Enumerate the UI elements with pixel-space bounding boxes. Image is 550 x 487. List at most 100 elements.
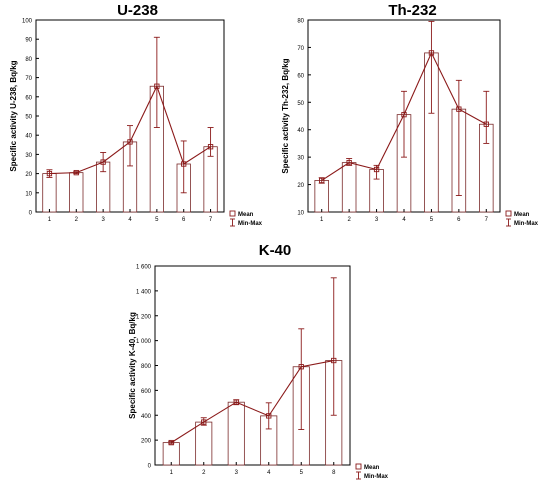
y-tick-label: 200	[141, 439, 152, 445]
y-tick-label: 80	[297, 19, 304, 25]
mean-point	[331, 357, 337, 364]
y-tick-label: 1 000	[136, 339, 152, 345]
y-tick-label: 40	[297, 128, 304, 134]
k40-chart: 0 200 400 600 800 1 000 1 200 1 400 1 600 Specifi…	[128, 265, 389, 481]
x-tick-label: 7	[485, 217, 489, 223]
legend-mean-swatch	[505, 210, 512, 217]
legend-minmax-label: Min-Max	[514, 221, 539, 227]
y-tick-label: 1 200	[136, 314, 152, 320]
x-tick-label: 2	[347, 217, 351, 223]
x-tick-label: 4	[128, 217, 132, 223]
y-tick-label: 60	[297, 73, 304, 79]
y-tick-label: 50	[297, 101, 304, 107]
x-tick-label: 2	[75, 217, 79, 223]
x-tick-label: 6	[457, 217, 461, 223]
x-tick-label: 1	[170, 470, 174, 476]
mean-line	[321, 51, 487, 181]
u238-chart: 0 10 20 30 40 50 60 70 80 90 100 Specific activity …	[9, 19, 263, 228]
mean-point	[266, 413, 272, 419]
x-tick-label: 1	[320, 217, 324, 223]
bar	[314, 180, 329, 213]
y-tick-label: 70	[297, 46, 304, 52]
mean-point	[201, 419, 207, 425]
th232-title: Th-232	[388, 2, 437, 19]
legend-mean-swatch	[229, 210, 236, 217]
y-tick-label: 400	[141, 414, 152, 420]
y-tick-label: 10	[25, 191, 32, 197]
y-tick-label: 20	[25, 172, 32, 178]
legend-mean-label: Mean	[514, 212, 530, 218]
y-tick-label: 0	[148, 464, 152, 470]
k40-panel: K-40 0 200 400 600 800 1 000 1 200 1 400 1 600 Sp…	[120, 240, 430, 487]
y-axis-title: Specific activity K-40, Bq/kg	[128, 312, 137, 419]
legend-mean-swatch	[355, 463, 362, 470]
x-tick-label: 3	[375, 217, 379, 223]
y-tick-label: 60	[25, 95, 32, 101]
mean-point	[401, 111, 407, 118]
x-tick-label: 2	[202, 470, 206, 476]
x-tick-label: 3	[101, 217, 105, 223]
plot-frame	[154, 265, 351, 466]
y-tick-label: 100	[22, 19, 33, 25]
x-tick-label: 5	[300, 470, 304, 476]
th232-chart: 10 20 30 40 50 60 70 80 Specific activity Th-232…	[281, 19, 539, 228]
mean-point	[428, 50, 435, 56]
x-tick-label: 7	[209, 217, 213, 223]
bar	[195, 421, 213, 466]
y-tick-label: 80	[25, 57, 32, 63]
x-tick-label: 6	[182, 217, 186, 223]
y-axis-title: Specific activity Th-232, Bq/kg	[281, 58, 290, 173]
k40-title: K-40	[258, 242, 292, 259]
y-tick-label: 70	[25, 76, 32, 82]
x-tick-label: 3	[235, 470, 239, 476]
th232-panel: Th-232 10 20 30 40 50 60 70 80 Specific activity…	[275, 0, 550, 240]
u238-panel: U-238 0 10 20 30 40 50 60 70 80 90 100 Specific act…	[0, 0, 275, 240]
u238-title: U-238	[117, 2, 158, 19]
y-tick-label: 1 400	[136, 289, 152, 295]
y-tick-label: 30	[297, 156, 304, 162]
x-tick-label: 5	[430, 217, 434, 223]
legend-minmax-label: Min-Max	[238, 221, 263, 227]
y-tick-label: 10	[297, 211, 304, 217]
mean-point	[127, 139, 133, 145]
y-tick-label: 50	[25, 115, 32, 121]
bar	[69, 172, 84, 213]
mean-point	[373, 166, 380, 173]
x-tick-label: 4	[267, 470, 271, 476]
mean-line	[49, 84, 211, 175]
y-tick-label: 90	[25, 38, 32, 44]
mean-point	[483, 121, 489, 127]
y-axis-title: Specific activity U-238, Bq/kg	[9, 60, 18, 171]
x-tick-label: 4	[402, 217, 406, 223]
y-tick-label: 30	[25, 153, 32, 159]
mean-point	[73, 169, 79, 176]
y-tick-label: 600	[141, 389, 152, 395]
mean-point	[298, 364, 304, 370]
mean-point	[154, 83, 160, 89]
mean-point	[319, 177, 325, 184]
legend-mean-label: Mean	[364, 465, 380, 471]
mean-point	[168, 439, 174, 446]
bar	[341, 162, 357, 213]
mean-point	[46, 170, 53, 177]
y-tick-label: 40	[25, 134, 32, 140]
mean-point	[100, 159, 106, 165]
mean-point	[233, 399, 239, 405]
y-tick-label: 1 600	[136, 265, 152, 271]
mean-point	[346, 159, 352, 166]
mean-point	[181, 161, 187, 167]
x-tick-label: 1	[48, 217, 52, 223]
y-tick-label: 0	[29, 211, 33, 217]
y-tick-label: 800	[141, 364, 152, 370]
bar	[42, 173, 57, 213]
bar	[162, 442, 180, 466]
bar	[227, 401, 245, 466]
x-tick-label: 5	[155, 217, 159, 223]
legend-mean-label: Mean	[238, 212, 254, 218]
legend-minmax-label: Min-Max	[364, 474, 389, 480]
x-tick-label: 8	[332, 470, 336, 476]
y-tick-label: 20	[297, 183, 304, 189]
mean-point	[456, 106, 462, 112]
mean-point	[207, 144, 214, 150]
